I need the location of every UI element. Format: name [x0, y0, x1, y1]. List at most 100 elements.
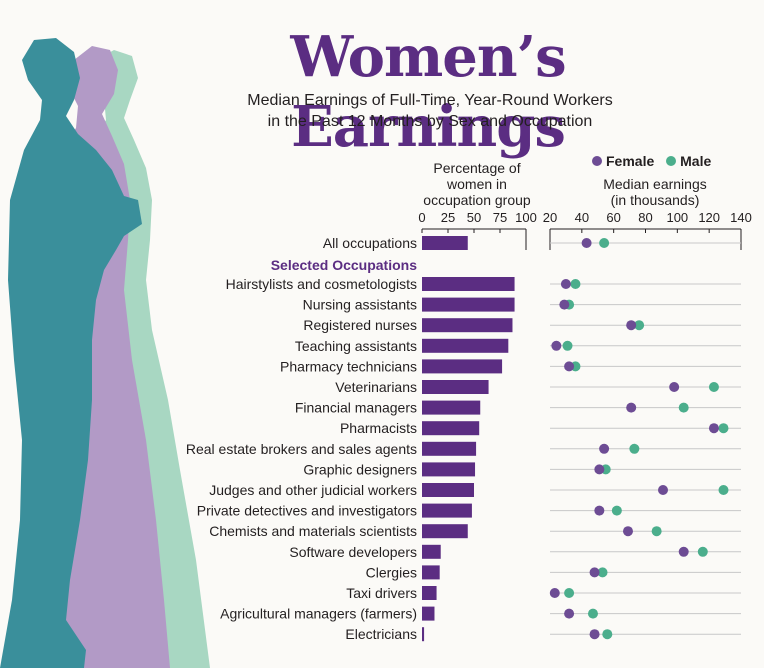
category-label: Pharmacists [340, 420, 417, 436]
section-heading: Selected Occupations [271, 257, 417, 273]
female-dot [622, 526, 633, 537]
percent-bar [422, 565, 440, 580]
women-silhouettes-illustration [0, 38, 210, 668]
earnings-axis-caption: Median earnings (in thousands) [580, 176, 730, 208]
percent-bar [422, 606, 435, 621]
percent-bar [422, 544, 441, 559]
category-label: Registered nurses [303, 317, 417, 333]
percent-bar [422, 380, 489, 394]
male-dot [562, 340, 573, 351]
percent-caption-line-3: occupation group [423, 192, 531, 208]
percent-tick-label: 75 [493, 210, 507, 225]
female-dot [708, 423, 719, 434]
percent-axis: 0 25 50 75 100 [418, 210, 537, 250]
earnings-dots [549, 238, 729, 640]
earnings-tick-label: 80 [638, 210, 652, 225]
male-dot [697, 546, 708, 557]
male-dot [678, 402, 689, 413]
category-label: Private detectives and investigators [197, 503, 417, 519]
female-dot [626, 320, 637, 331]
category-label: Graphic designers [303, 461, 417, 477]
male-dot [718, 485, 729, 495]
occupation-labels: Selected Occupations All occupations Hairs… [186, 235, 417, 642]
category-label: Hairstylists and cosmetologists [226, 276, 417, 292]
female-dot [589, 567, 600, 578]
percent-bar [422, 441, 477, 456]
female-dot [581, 238, 592, 248]
category-label: Financial managers [295, 400, 417, 416]
earnings-tick-label: 140 [730, 210, 752, 225]
male-dot [634, 320, 645, 331]
category-label: Judges and other judicial workers [209, 482, 417, 498]
female-dot [559, 299, 570, 310]
percent-tick-label: 50 [467, 210, 481, 225]
subtitle-line-2: in the Past 12 Months by Sex and Occupat… [267, 113, 593, 130]
percent-bar [422, 236, 468, 250]
percent-tick-label: 0 [418, 210, 425, 225]
percent-tick-label: 100 [515, 210, 537, 225]
percent-bar [422, 277, 515, 291]
percent-bars [422, 236, 515, 642]
male-dot [570, 279, 581, 289]
male-dot [611, 505, 622, 516]
female-dot [589, 629, 600, 640]
female-dot [658, 485, 669, 495]
earnings-tick-label: 120 [698, 210, 720, 225]
percent-bar [422, 421, 480, 436]
category-label: Veterinarians [335, 379, 417, 395]
male-dot [564, 588, 575, 598]
male-dot [602, 629, 613, 640]
female-dot [564, 608, 575, 619]
percent-bar [422, 359, 503, 374]
legend-male-marker [666, 156, 677, 167]
category-label: Pharmacy technicians [280, 358, 417, 374]
female-dot [599, 443, 610, 454]
legend: Female Male [592, 152, 711, 169]
earnings-tick-label: 100 [666, 210, 688, 225]
earnings-tick-label: 20 [543, 210, 557, 225]
category-label: Chemists and materials scientists [209, 523, 417, 539]
percent-bar [422, 462, 476, 477]
percent-caption-line-2: women in [447, 176, 507, 192]
category-label: Taxi drivers [346, 585, 417, 601]
legend-female-marker [592, 156, 602, 167]
earnings-caption-line-1: Median earnings [603, 176, 707, 192]
category-label: Teaching assistants [295, 338, 417, 354]
female-dot [549, 588, 560, 598]
percent-bar [422, 338, 509, 353]
male-dot [708, 382, 719, 392]
female-dot [678, 546, 689, 557]
percent-bar [422, 318, 513, 333]
category-label: Clergies [366, 564, 417, 580]
female-dot [626, 402, 637, 413]
male-dot [651, 526, 662, 537]
male-dot [718, 423, 729, 434]
female-dot [594, 464, 605, 475]
category-label: Electricians [345, 626, 417, 642]
percent-bar [422, 400, 481, 415]
percent-bar [422, 297, 515, 312]
percent-caption-line-1: Percentage of [433, 160, 521, 176]
percent-axis-caption: Percentage of women in occupation group [402, 160, 552, 208]
female-dot [564, 361, 575, 372]
female-dot [551, 340, 562, 351]
percent-tick-label: 25 [441, 210, 455, 225]
female-dot [594, 505, 605, 516]
percent-bar [422, 503, 472, 518]
percent-bar [422, 627, 425, 642]
legend-female-label: Female [606, 153, 655, 170]
percent-bar [422, 483, 474, 497]
male-dot [597, 567, 608, 578]
female-dot [669, 382, 680, 392]
earnings-tick-label: 60 [606, 210, 620, 225]
percent-bar [422, 524, 468, 539]
earnings-caption-line-2: (in thousands) [610, 192, 700, 208]
percent-bar [422, 586, 437, 600]
category-label: All occupations [323, 235, 417, 251]
chart-subtitle: Median Earnings of Full-Time, Year-Round… [180, 90, 680, 132]
silhouette-teal [0, 38, 142, 668]
female-dot [560, 279, 571, 289]
legend-male-label: Male [680, 153, 712, 170]
category-label: Nursing assistants [303, 297, 417, 313]
